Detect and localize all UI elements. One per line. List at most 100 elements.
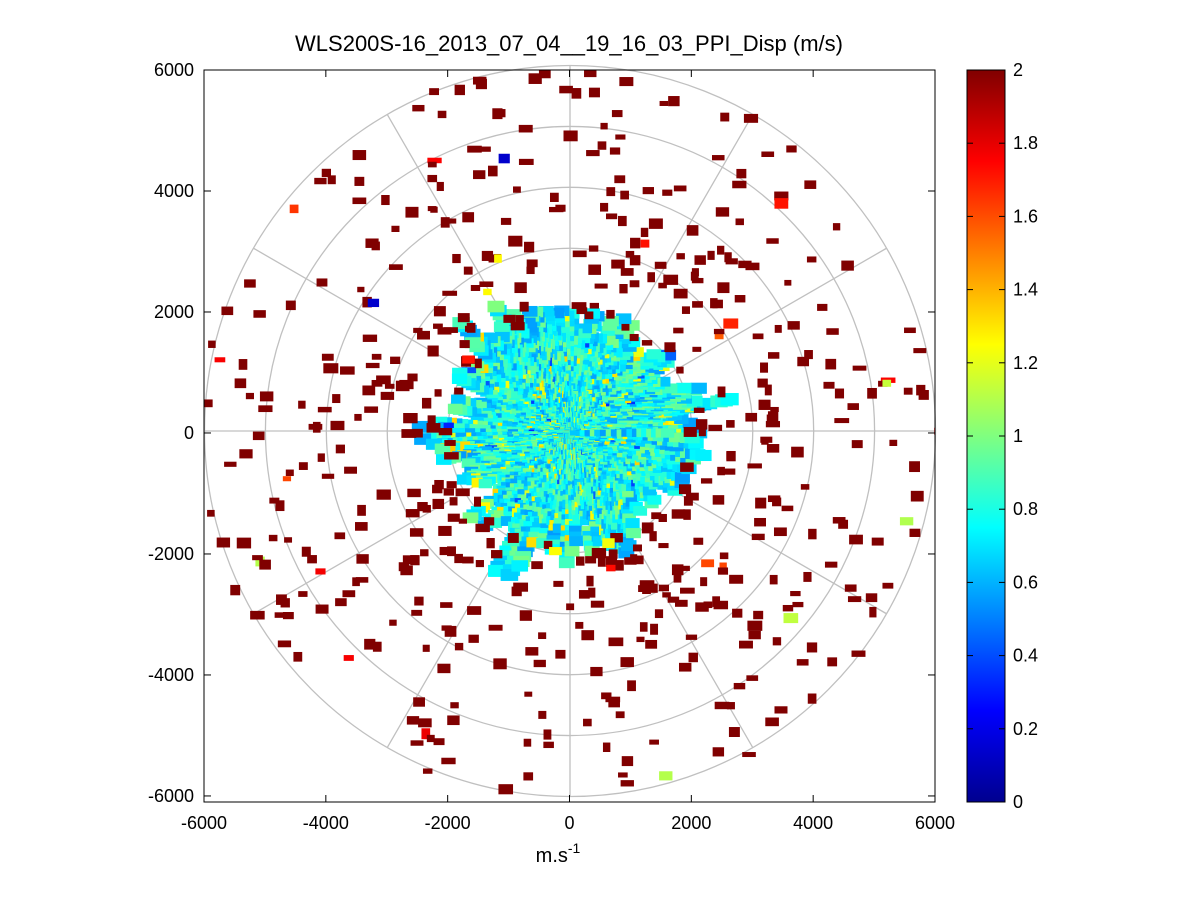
- velocity-cell: [673, 288, 688, 299]
- velocity-cell: [913, 348, 927, 354]
- velocity-cell: [738, 260, 752, 269]
- velocity-cell: [844, 584, 857, 592]
- velocity-cell: [238, 359, 248, 370]
- velocity-cell: [463, 266, 473, 275]
- velocity-cell: [208, 340, 216, 348]
- velocity-cell: [372, 641, 382, 652]
- velocity-cell: [621, 756, 634, 767]
- velocity-cell: [712, 299, 723, 309]
- velocity-cell: [365, 362, 380, 369]
- velocity-cell: [851, 650, 866, 657]
- velocity-cell: [401, 429, 417, 438]
- velocity-cell: [280, 598, 290, 608]
- velocity-cell: [620, 190, 629, 200]
- velocity-cell: [746, 675, 759, 681]
- velocity-cell: [609, 147, 621, 155]
- velocity-cell: [595, 504, 608, 514]
- velocity-cell: [743, 113, 759, 123]
- velocity-cell: [671, 564, 684, 576]
- velocity-cell: [498, 153, 510, 164]
- colorbar-tick-label: 1.6: [1013, 206, 1038, 226]
- velocity-cell: [761, 151, 775, 157]
- velocity-cell: [720, 112, 730, 122]
- velocity-cell: [605, 213, 618, 220]
- velocity-cell: [534, 497, 547, 506]
- velocity-cell: [354, 176, 365, 186]
- velocity-cell: [514, 282, 527, 294]
- velocity-cell: [417, 502, 428, 512]
- velocity-cell: [675, 599, 688, 607]
- velocity-cell: [224, 461, 237, 467]
- velocity-cell: [733, 682, 746, 690]
- velocity-cell: [645, 639, 658, 649]
- velocity-cell: [427, 345, 439, 357]
- velocity-cell: [678, 662, 692, 672]
- velocity-cell: [581, 526, 596, 536]
- velocity-cell: [633, 506, 648, 516]
- velocity-cell: [437, 327, 452, 335]
- velocity-cell: [620, 657, 634, 668]
- velocity-cell: [688, 438, 704, 449]
- velocity-cell: [572, 250, 587, 258]
- velocity-cell: [772, 637, 782, 646]
- velocity-cell: [436, 454, 452, 465]
- velocity-cell: [461, 458, 476, 469]
- velocity-cell: [500, 568, 519, 581]
- velocity-cell: [524, 241, 535, 253]
- velocity-cell: [343, 655, 354, 661]
- velocity-cell: [473, 170, 486, 180]
- velocity-cell: [690, 271, 699, 281]
- velocity-cell: [615, 711, 625, 719]
- velocity-cell: [364, 638, 376, 650]
- velocity-cell: [755, 497, 767, 509]
- velocity-cell: [405, 509, 420, 518]
- velocity-cell: [832, 223, 841, 231]
- velocity-cell: [632, 555, 644, 565]
- velocity-cell: [543, 540, 553, 549]
- velocity-cell: [658, 584, 669, 592]
- y-tick-label: 6000: [154, 60, 194, 80]
- velocity-cell: [437, 110, 447, 119]
- velocity-cell: [422, 644, 430, 652]
- velocity-cell: [804, 350, 813, 360]
- velocity-cell: [528, 531, 543, 542]
- velocity-cell: [289, 204, 299, 214]
- velocity-cell: [538, 632, 547, 640]
- velocity-cell: [602, 742, 611, 753]
- velocity-cell: [686, 225, 699, 236]
- velocity-cell: [494, 254, 502, 263]
- velocity-cell: [250, 610, 265, 620]
- velocity-cell: [454, 387, 464, 395]
- velocity-cell: [712, 747, 725, 757]
- velocity-cell: [440, 602, 453, 608]
- velocity-cell: [724, 252, 732, 263]
- velocity-cell: [658, 543, 669, 549]
- velocity-cell: [597, 141, 607, 150]
- velocity-cell: [677, 565, 690, 571]
- velocity-cell: [614, 175, 626, 184]
- velocity-cell: [515, 315, 524, 325]
- velocity-cell: [601, 692, 612, 700]
- velocity-cell: [767, 411, 779, 422]
- velocity-cell: [662, 592, 671, 598]
- velocity-cell: [629, 333, 639, 342]
- velocity-cell: [713, 600, 729, 610]
- velocity-cell: [903, 387, 913, 395]
- velocity-cell: [629, 347, 644, 357]
- velocity-cell: [629, 280, 640, 288]
- velocity-cell: [384, 383, 395, 389]
- velocity-cell: [621, 323, 630, 331]
- velocity-cell: [752, 333, 764, 340]
- velocity-cell: [660, 428, 675, 438]
- velocity-cell: [676, 382, 692, 394]
- velocity-cell: [792, 601, 804, 608]
- velocity-cell: [770, 406, 779, 413]
- velocity-cell: [422, 768, 433, 774]
- velocity-cell: [614, 355, 627, 365]
- velocity-cell: [532, 522, 546, 532]
- velocity-cell: [420, 549, 429, 557]
- velocity-cell: [515, 446, 526, 454]
- x-tick-label: -2000: [425, 813, 471, 833]
- y-tick-label: 0: [184, 423, 194, 443]
